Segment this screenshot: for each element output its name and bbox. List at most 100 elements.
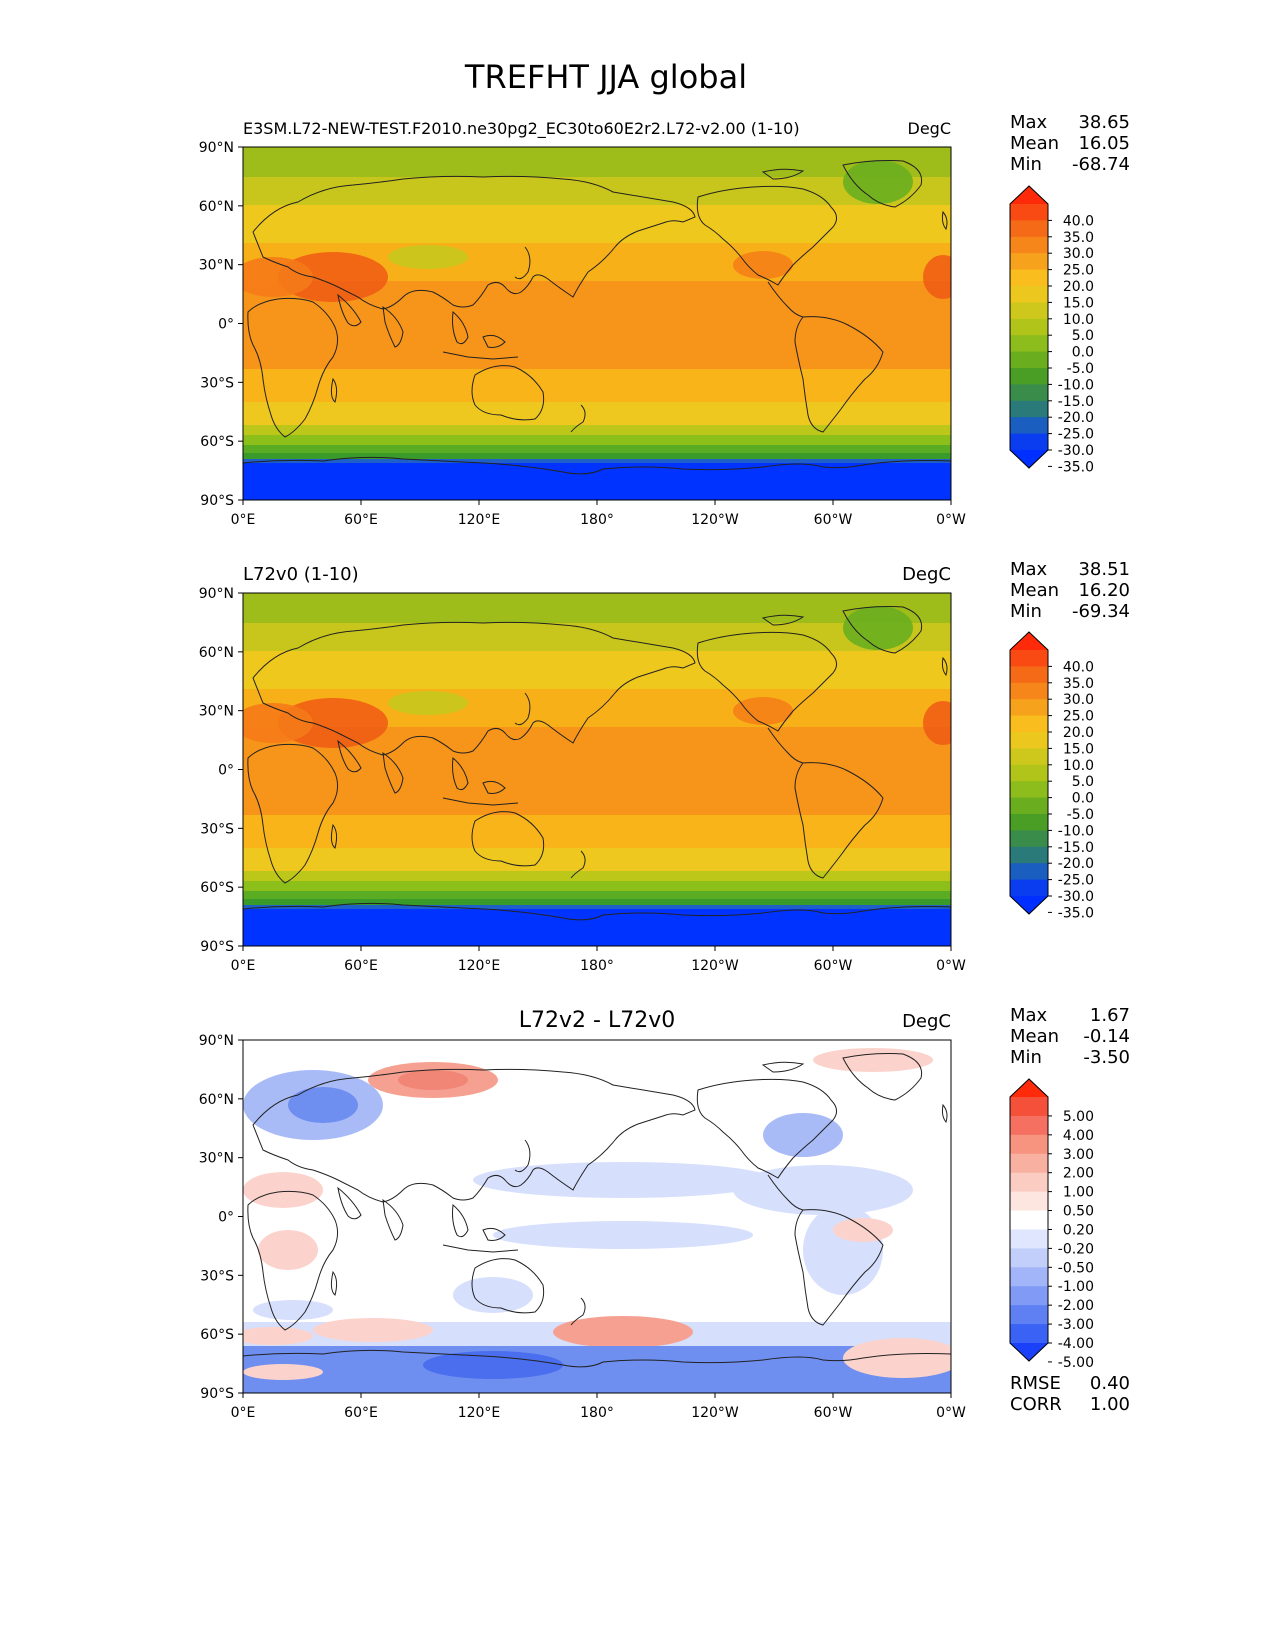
colorbar-tick-label: 20.0	[1063, 279, 1094, 295]
lat-tick-label: 60°S	[200, 434, 234, 450]
corr-label: CORR	[1010, 1394, 1062, 1415]
field-hot-spot-north-america	[733, 251, 793, 279]
colorbar-segment	[1010, 1286, 1048, 1306]
lat-tick-label: 60°N	[199, 199, 234, 215]
diff-warm-south-pacific	[553, 1316, 693, 1348]
stat-max-label: Max	[1010, 112, 1048, 133]
colorbar-tick-label: 35.0	[1063, 676, 1094, 692]
colorbar-segment	[1010, 220, 1048, 238]
colorbar-segment	[1010, 269, 1048, 287]
lon-tick-label: 180°	[580, 958, 614, 974]
colorbar-segment	[1010, 1134, 1048, 1155]
field-band-antarctica	[243, 463, 951, 500]
field-hot-spot-middle-east	[278, 698, 388, 748]
colorbar-tick-label: 5.00	[1063, 1109, 1094, 1125]
lon-tick-label: 0°W	[936, 1405, 966, 1421]
field-hot-spot-sahara	[243, 257, 313, 297]
colorbar-tick-label: 15.0	[1063, 295, 1094, 311]
colorbar-tick-label: -10.0	[1058, 377, 1094, 393]
stat-mean-label: Mean	[1010, 133, 1059, 154]
field-band-south-1	[243, 425, 951, 437]
colorbar-segment	[1010, 302, 1048, 320]
lon-tick-label: 60°E	[344, 512, 378, 528]
diff-cool-north-america	[763, 1113, 843, 1157]
colorbar-segment	[1010, 318, 1048, 336]
colorbar-segment	[1010, 879, 1048, 897]
stat-min-label: Min	[1010, 154, 1042, 175]
colorbar-extend-min	[1010, 450, 1048, 468]
colorbar-tick-label: -2.00	[1058, 1298, 1094, 1314]
field-hot-spot-middle-east	[278, 252, 388, 302]
colorbar-segment	[1010, 1267, 1048, 1287]
figure-title: TREFHT JJA global	[464, 58, 747, 96]
colorbar-segment	[1010, 830, 1048, 848]
colorbar-segment	[1010, 253, 1048, 271]
colorbar-segment	[1010, 1115, 1048, 1136]
lon-tick-label: 180°	[580, 512, 614, 528]
stat-max-value: 1.67	[1090, 1005, 1130, 1026]
stat-mean-label: Mean	[1010, 1026, 1059, 1047]
stat-max-value: 38.65	[1078, 112, 1130, 133]
colorbar-tick-label: 0.0	[1072, 345, 1094, 361]
field-band-antarctica	[243, 909, 951, 946]
field-band-mid-south	[243, 402, 951, 427]
lat-axis: 90°N 60°N 30°N 0° 30°S 60°S 90°S	[199, 1033, 243, 1402]
lon-tick-label: 60°W	[814, 1405, 853, 1421]
stat-min-label: Min	[1010, 1047, 1042, 1068]
field-band-south-2	[243, 881, 951, 893]
panel-test-colorbar: 40.035.030.025.020.015.010.05.00.0-5.0-1…	[1009, 185, 1094, 475]
colorbar-segment	[1010, 764, 1048, 782]
stat-max-value: 38.51	[1078, 559, 1130, 580]
field-hot-spot-north-america	[733, 697, 793, 725]
lon-tick-label: 120°E	[458, 512, 501, 528]
panel-diff-center-title: L72v2 - L72v0	[519, 1008, 675, 1033]
colorbar-extend-min	[1010, 896, 1048, 914]
diff-warm-south-atlantic	[243, 1327, 313, 1345]
stat-mean-value: 16.05	[1078, 133, 1130, 154]
colorbar-segment	[1010, 732, 1048, 749]
lat-tick-label: 90°S	[200, 939, 234, 955]
colorbar-tick-label: -5.00	[1058, 1355, 1094, 1371]
field-hot-spot-sahara	[243, 703, 313, 743]
colorbar-tick-label: 40.0	[1063, 659, 1094, 675]
colorbar-tick-label: 25.0	[1063, 709, 1094, 725]
lat-tick-label: 0°	[218, 1210, 234, 1226]
colorbar-tick-label: -35.0	[1058, 905, 1094, 921]
panel-ref-map	[243, 593, 951, 946]
colorbar-segment	[1010, 1097, 1048, 1117]
lat-tick-label: 90°N	[199, 586, 234, 602]
panel-diff-map	[243, 1040, 951, 1393]
diff-cool-south-atlantic	[253, 1300, 333, 1320]
lon-tick-label: 120°W	[691, 512, 739, 528]
lon-tick-label: 60°E	[344, 1405, 378, 1421]
panel-diff-stats: Max 1.67 Mean -0.14 Min -3.50	[1010, 1005, 1130, 1068]
lat-tick-label: 0°	[218, 317, 234, 333]
colorbar-tick-label: -5.0	[1067, 807, 1094, 823]
panel-test-left-title: E3SM.L72-NEW-TEST.F2010.ne30pg2_EC30to60…	[243, 119, 800, 139]
stat-min-value: -69.34	[1072, 601, 1130, 622]
colorbar-segment	[1010, 236, 1048, 254]
lat-tick-label: 30°S	[200, 821, 234, 837]
corr-value: 1.00	[1090, 1394, 1130, 1415]
lon-tick-label: 60°E	[344, 958, 378, 974]
panel-diff-colorbar: 5.00 4.00 3.00 2.00 1.00 0.50 0.20 -0.20 -0.50 -1…	[1009, 1078, 1094, 1371]
colorbar-tick-label: -30.0	[1058, 443, 1094, 459]
colorbar-tick-label: -30.0	[1058, 889, 1094, 905]
lat-tick-label: 90°S	[200, 1386, 234, 1402]
field-hot-spot-atlantic	[923, 701, 951, 745]
colorbar-tick-label: 25.0	[1063, 263, 1094, 279]
field-cool-spot-greenland	[843, 606, 913, 650]
lon-axis: 0°E 60°E 120°E 180° 120°W 60°W 0°W	[231, 946, 966, 974]
field-band-south-3	[243, 891, 951, 901]
colorbar-tick-label: -25.0	[1058, 427, 1094, 443]
diff-cool-central-america	[733, 1165, 913, 1215]
stat-max-label: Max	[1010, 1005, 1048, 1026]
lat-tick-label: 60°N	[199, 645, 234, 661]
colorbar-segment	[1010, 1153, 1048, 1174]
colorbar-tick-label: 35.0	[1063, 230, 1094, 246]
colorbar-tick-label: 10.0	[1063, 312, 1094, 328]
lat-tick-label: 60°N	[199, 1092, 234, 1108]
colorbar-segment	[1010, 1172, 1048, 1193]
colorbar-segment	[1010, 814, 1048, 831]
field-band-mid-north	[243, 651, 951, 691]
